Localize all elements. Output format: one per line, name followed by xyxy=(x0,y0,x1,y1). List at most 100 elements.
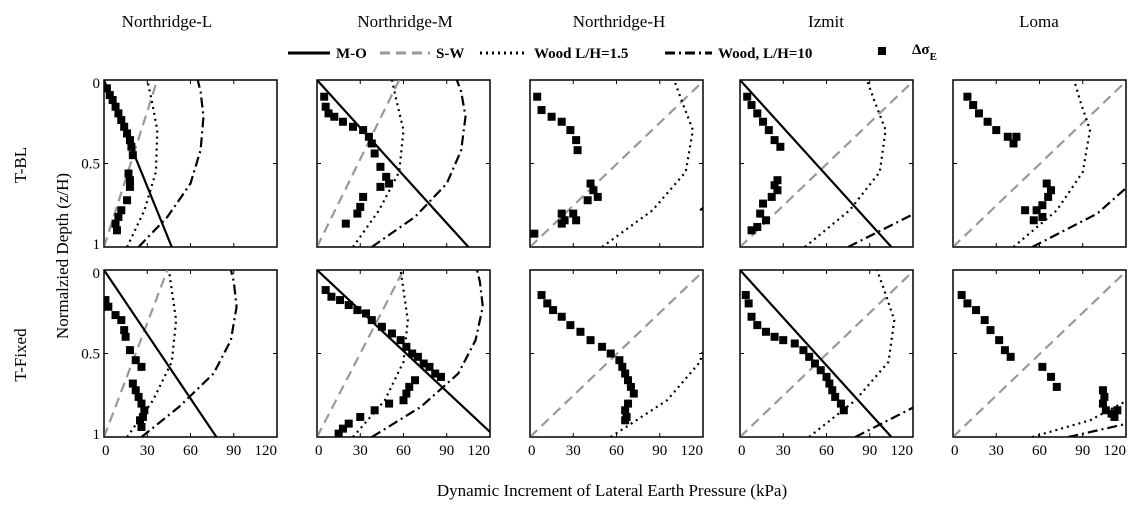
data-point-obs xyxy=(822,372,831,381)
series-line-sw xyxy=(104,80,159,247)
x-tick-label: 90 xyxy=(226,443,241,459)
data-point-obs xyxy=(1006,352,1015,361)
panel-1-0: 0 30 60 90 120 0 0.5 1 xyxy=(81,266,278,459)
legend-label-wood15: Wood L/H=1.5 xyxy=(534,46,628,62)
x-tick-label: 30 xyxy=(353,443,368,459)
panel-plot-area xyxy=(530,270,703,437)
data-point-obs xyxy=(557,117,566,126)
data-point-obs xyxy=(537,106,546,115)
data-point-obs xyxy=(566,126,575,135)
x-tick-label: 90 xyxy=(1075,443,1090,459)
series-line-sw xyxy=(740,270,913,437)
data-point-obs xyxy=(408,349,417,358)
panel-1-2: 0 30 60 90 120 xyxy=(528,269,704,459)
x-tick-label: 120 xyxy=(681,443,704,459)
data-point-obs xyxy=(1000,346,1009,355)
data-point-obs xyxy=(770,332,779,341)
y-tick-label: 0 xyxy=(93,266,101,282)
data-point-obs xyxy=(334,429,343,437)
data-point-obs xyxy=(338,117,347,126)
panel-plot-area xyxy=(953,80,1126,247)
data-point-obs xyxy=(557,209,566,218)
data-point-obs xyxy=(1038,362,1047,371)
legend: M-O S-W Wood L/H=1.5 Wood, L/H=10 ΔσE xyxy=(288,42,937,63)
data-point-obs xyxy=(992,126,1001,135)
data-point-obs xyxy=(969,101,978,110)
data-point-obs xyxy=(741,291,750,300)
data-point-obs xyxy=(1047,372,1056,381)
x-tick-label: 30 xyxy=(140,443,155,459)
data-point-obs xyxy=(1100,392,1109,401)
data-point-obs xyxy=(344,301,353,310)
panel-1-3: 0 30 60 90 120 xyxy=(738,269,914,459)
data-point-obs xyxy=(810,359,819,368)
data-point-obs xyxy=(353,306,362,315)
data-point-obs xyxy=(385,179,394,188)
data-point-obs xyxy=(825,379,834,388)
legend-swatch-marker xyxy=(878,47,886,55)
data-point-obs xyxy=(341,219,350,228)
y-tick-label: 0 xyxy=(93,76,101,92)
series-line-wood10 xyxy=(371,80,467,247)
series-line-wood10 xyxy=(137,80,205,247)
data-point-obs xyxy=(756,209,765,218)
data-point-obs xyxy=(1052,382,1061,391)
data-point-obs xyxy=(125,136,134,145)
data-point-obs xyxy=(382,172,391,181)
data-point-obs xyxy=(121,332,130,341)
data-point-obs xyxy=(405,382,414,391)
data-point-obs xyxy=(615,356,624,365)
data-point-obs xyxy=(573,146,582,155)
panel-1-4: 0 30 60 90 120 xyxy=(951,269,1127,459)
data-point-obs xyxy=(108,96,117,105)
panel-plot-area xyxy=(317,270,490,437)
data-point-obs xyxy=(618,362,627,371)
panel-plot-area xyxy=(104,270,238,437)
data-point-obs xyxy=(753,222,762,231)
data-point-obs xyxy=(764,126,773,135)
series-line-mo xyxy=(317,80,470,247)
data-point-obs xyxy=(586,336,595,345)
data-point-obs xyxy=(377,322,386,331)
data-point-obs xyxy=(1032,206,1041,215)
data-point-obs xyxy=(131,386,140,395)
data-point-obs xyxy=(767,192,776,201)
x-tick-label: 60 xyxy=(183,443,198,459)
row-label: T-BL xyxy=(11,147,30,183)
data-point-obs xyxy=(557,312,566,321)
data-point-obs xyxy=(370,149,379,158)
data-point-obs xyxy=(621,369,630,378)
x-tick-label: 90 xyxy=(652,443,667,459)
data-point-obs xyxy=(963,299,972,308)
data-point-obs xyxy=(547,112,556,121)
legend-label-obs-subscript: E xyxy=(930,51,937,63)
data-point-obs xyxy=(770,136,779,145)
x-tick-label: 60 xyxy=(609,443,624,459)
panel-plot-area xyxy=(953,270,1126,437)
data-point-obs xyxy=(411,376,420,385)
x-tick-label: 120 xyxy=(1104,443,1127,459)
data-point-obs xyxy=(125,346,134,355)
data-point-obs xyxy=(140,406,149,415)
data-point-obs xyxy=(543,299,552,308)
series-line-wood15 xyxy=(352,80,405,247)
y-tick-label: 1 xyxy=(93,427,101,443)
data-point-obs xyxy=(621,406,630,415)
panel-plot-area xyxy=(740,270,913,437)
data-point-obs xyxy=(1113,406,1122,415)
data-point-obs xyxy=(104,84,111,93)
data-point-obs xyxy=(557,219,566,228)
data-point-obs xyxy=(831,392,840,401)
data-point-obs xyxy=(104,302,113,311)
data-point-obs xyxy=(321,286,330,295)
data-point-obs xyxy=(125,182,134,191)
data-point-obs xyxy=(779,336,788,345)
data-point-obs xyxy=(1038,212,1047,221)
data-point-obs xyxy=(137,422,146,431)
x-tick-label: 60 xyxy=(396,443,411,459)
panel-0-2 xyxy=(529,79,704,248)
series-line-sw xyxy=(530,80,703,247)
data-point-obs xyxy=(759,199,768,208)
series-line-sw xyxy=(953,270,1126,437)
